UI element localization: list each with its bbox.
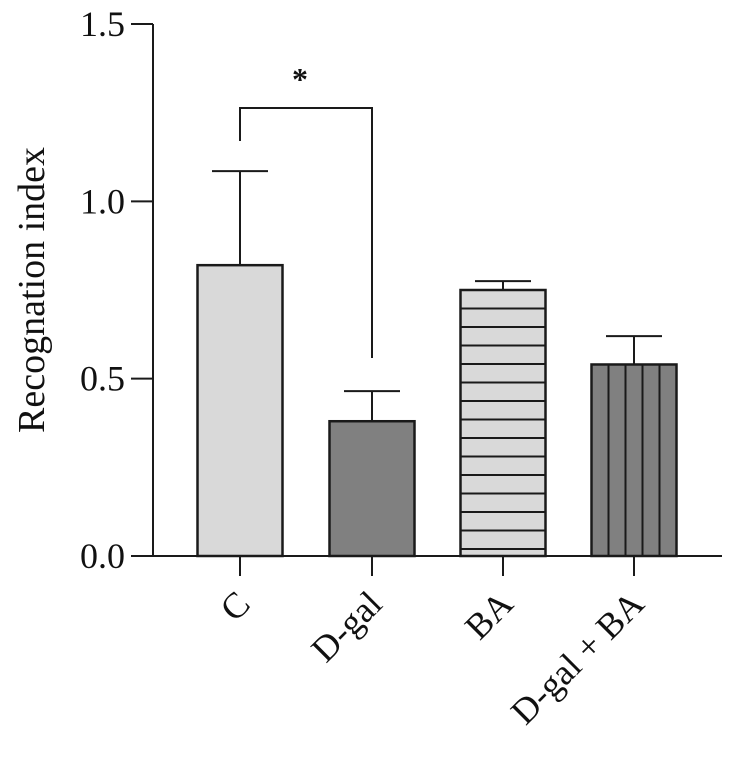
y-tick-label-1: 0.5 xyxy=(80,359,125,399)
y-tick-label-2: 1.0 xyxy=(80,181,125,221)
bar-1 xyxy=(328,419,416,558)
x-tick-label-3: D-gal + BA xyxy=(503,583,652,732)
bar-0 xyxy=(196,263,284,558)
plot-area: 0.0 0.5 1.0 1.5 C D-gal BAD-gal + BA * xyxy=(80,4,722,732)
significance-bracket-0 xyxy=(239,107,373,358)
x-tick-label-1: D-gal xyxy=(303,583,389,669)
y-tick-label-3: 1.5 xyxy=(80,4,125,44)
significance-label-0: * xyxy=(292,61,308,97)
bar-2 xyxy=(459,288,547,558)
y-axis-label: Recognation index xyxy=(11,147,53,433)
x-tick-label-0: C xyxy=(212,583,257,628)
y-tick-label-0: 0.0 xyxy=(80,536,125,576)
x-tick-label-2: BA xyxy=(457,583,521,647)
bar-3 xyxy=(590,363,678,558)
